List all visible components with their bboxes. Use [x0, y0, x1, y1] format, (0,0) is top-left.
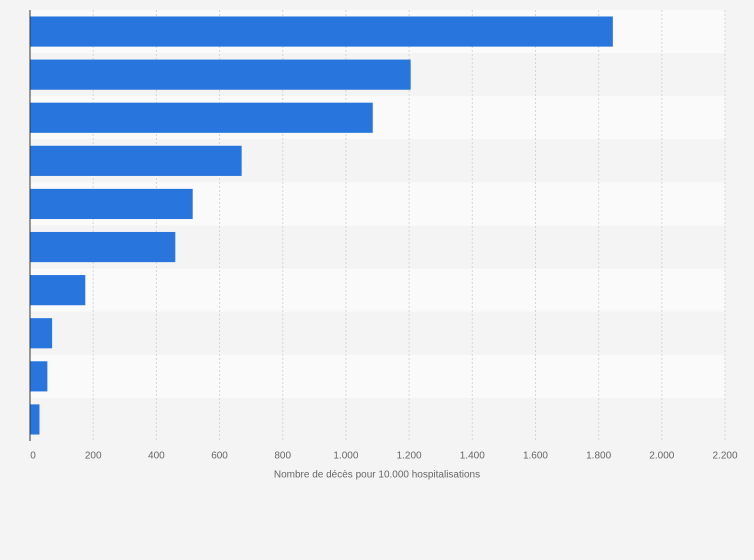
row-band	[30, 354, 725, 398]
bar	[30, 231, 176, 263]
bar	[30, 59, 411, 90]
bar	[30, 145, 242, 176]
row-band	[30, 268, 725, 312]
bar	[30, 188, 193, 220]
x-tick-label: 1.600	[523, 451, 548, 462]
x-tick-label: 600	[211, 451, 228, 462]
x-tick-label: 1.400	[460, 451, 485, 462]
x-tick-label: 0	[30, 451, 36, 462]
x-axis-label: Nombre de décès pour 10.000 hospitalisat…	[274, 470, 480, 481]
x-tick-label: 800	[274, 451, 291, 462]
x-tick-label: 1.200	[397, 451, 422, 462]
bar	[30, 318, 53, 349]
bar	[30, 275, 86, 306]
bar	[30, 16, 613, 47]
x-tick-label: 1.800	[586, 451, 611, 462]
x-tick-label: 400	[148, 451, 165, 462]
row-band	[30, 311, 725, 355]
row-band	[30, 397, 725, 441]
x-tick-label: 200	[85, 451, 102, 462]
bar	[30, 102, 373, 133]
x-tick-label: 1.000	[333, 451, 358, 462]
x-tick-label: 2.200	[712, 451, 737, 462]
bar	[30, 361, 48, 392]
x-tick-label: 2.000	[649, 451, 674, 462]
bar	[30, 404, 40, 435]
